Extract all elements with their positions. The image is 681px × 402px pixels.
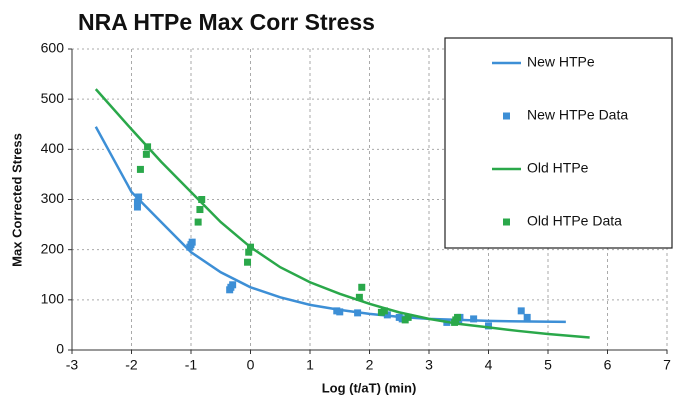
x-tick-label: 2 [366,357,374,373]
x-tick-label: 5 [544,357,552,373]
point [142,150,150,158]
point [196,206,204,214]
chart-title: NRA HTPe Max Corr Stress [78,9,375,35]
point [133,203,141,211]
x-tick-label: 4 [485,357,493,373]
point [485,322,492,330]
y-tick-label: 300 [41,190,65,206]
y-tick-label: 500 [41,90,65,106]
legend-label: New HTPe [527,54,595,70]
point [247,243,254,251]
point [133,198,141,206]
y-tick-label: 100 [41,291,65,307]
x-tick-label: -3 [66,357,79,373]
legend-box [444,37,673,249]
point [135,193,143,201]
point [136,165,144,173]
legend-label: Old HTPe [527,160,589,176]
point [470,315,478,323]
point [454,313,462,321]
point [383,311,391,319]
point [194,218,202,226]
point [188,238,196,246]
point [354,309,362,317]
x-axis-label: Log (t/aT) (min) [322,380,417,395]
y-tick-label: 200 [41,240,65,256]
point [144,143,152,151]
x-tick-label: -1 [185,357,198,373]
x-tick-label: 7 [663,357,671,373]
x-tick-label: 0 [247,357,255,373]
point [198,196,206,203]
y-axis-label: Max Corrected Stress [9,133,24,267]
legend-label: Old HTPe Data [527,213,622,229]
x-tick-label: 3 [425,357,433,373]
point [244,258,252,266]
legend-swatch [503,218,510,226]
x-tick-label: 1 [306,357,314,373]
point [336,308,344,316]
x-tick-label: 6 [604,357,612,373]
y-tick-label: 600 [41,40,65,56]
point [404,313,412,321]
legend-swatch [503,112,510,120]
point [245,248,253,256]
point [380,307,388,315]
point [517,307,525,315]
y-tick-label: 0 [56,341,64,357]
line [94,88,590,339]
x-tick-label: -2 [125,357,138,373]
legend-label: New HTPe Data [527,107,628,123]
point [229,281,237,289]
point [358,283,366,291]
point [523,313,531,321]
y-tick-label: 400 [41,140,65,156]
point [355,293,363,301]
